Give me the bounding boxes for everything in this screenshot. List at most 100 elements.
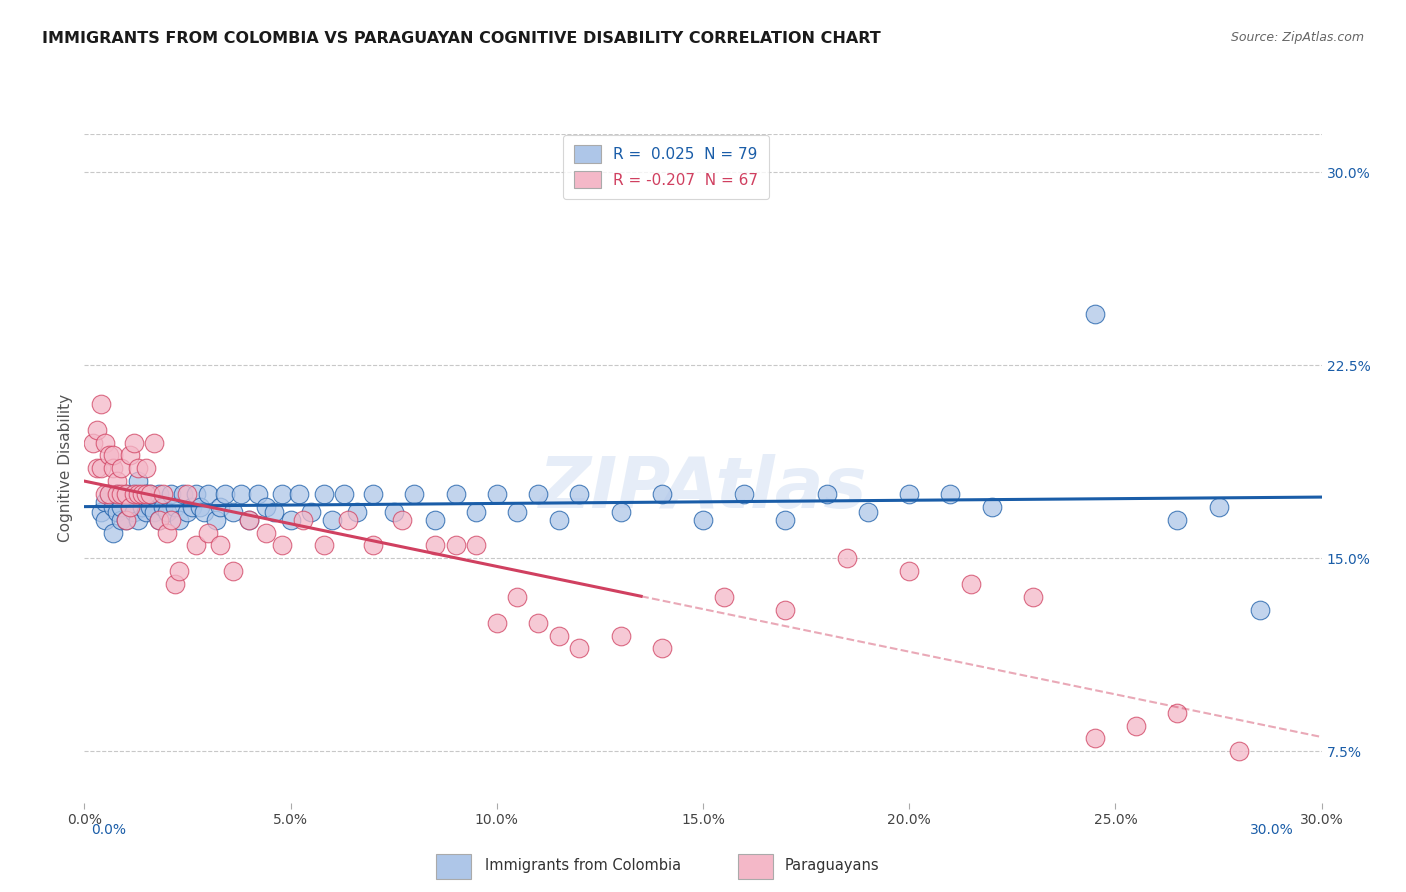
Point [361, 539, 384, 553]
Point [127, 474, 149, 488]
Point [209, 500, 232, 514]
Point [82, 435, 104, 450]
Point [733, 487, 755, 501]
Point [485, 615, 508, 630]
Point [1227, 744, 1250, 758]
Text: ZIPAtlas: ZIPAtlas [538, 454, 868, 523]
Point [1022, 590, 1045, 604]
Point [444, 539, 467, 553]
Point [110, 461, 132, 475]
Point [193, 505, 215, 519]
Point [94, 487, 117, 501]
Point [94, 495, 117, 509]
Point [167, 513, 190, 527]
Point [568, 487, 591, 501]
Point [1249, 603, 1271, 617]
Point [90, 397, 112, 411]
Point [127, 513, 149, 527]
Point [127, 461, 149, 475]
Point [1208, 500, 1230, 514]
Point [271, 539, 294, 553]
Point [321, 513, 343, 527]
Point [148, 487, 170, 501]
Point [152, 500, 174, 514]
Point [423, 513, 446, 527]
Point [114, 513, 136, 527]
Point [1125, 718, 1147, 732]
Point [263, 505, 285, 519]
Point [465, 505, 488, 519]
Point [160, 487, 183, 501]
Point [238, 513, 260, 527]
Point [160, 513, 183, 527]
Point [775, 513, 797, 527]
Point [94, 513, 117, 527]
Point [288, 487, 311, 501]
Point [180, 500, 202, 514]
Point [139, 487, 162, 501]
Point [547, 629, 569, 643]
Point [222, 564, 245, 578]
Point [815, 487, 838, 501]
Point [527, 615, 550, 630]
Point [382, 505, 405, 519]
Point [105, 474, 128, 488]
Point [98, 487, 121, 501]
Point [775, 603, 797, 617]
Point [609, 629, 631, 643]
Point [184, 487, 207, 501]
Point [122, 505, 145, 519]
Y-axis label: Cognitive Disability: Cognitive Disability [58, 394, 73, 542]
Point [1084, 731, 1107, 746]
Text: 0.0%: 0.0% [91, 822, 127, 837]
Point [506, 505, 529, 519]
Point [222, 505, 245, 519]
Point [291, 513, 314, 527]
Point [103, 449, 125, 463]
Point [229, 487, 252, 501]
Point [337, 513, 360, 527]
Point [527, 487, 550, 501]
Point [346, 505, 368, 519]
Text: Paraguayans: Paraguayans [785, 858, 879, 872]
Point [713, 590, 735, 604]
Point [568, 641, 591, 656]
Point [506, 590, 529, 604]
Point [110, 513, 132, 527]
Point [105, 487, 128, 501]
Point [86, 423, 108, 437]
Point [692, 513, 714, 527]
Point [609, 505, 631, 519]
Point [254, 525, 277, 540]
Point [103, 525, 125, 540]
Point [122, 435, 145, 450]
Point [94, 435, 117, 450]
Point [184, 539, 207, 553]
Point [98, 487, 121, 501]
Point [404, 487, 426, 501]
Point [156, 525, 179, 540]
Point [651, 641, 673, 656]
Point [110, 500, 132, 514]
Point [135, 487, 157, 501]
Point [197, 487, 219, 501]
Point [135, 505, 157, 519]
Point [90, 505, 112, 519]
Point [98, 449, 121, 463]
Point [172, 487, 194, 501]
Point [103, 461, 125, 475]
Point [152, 487, 174, 501]
Point [205, 513, 228, 527]
Point [333, 487, 356, 501]
Point [238, 513, 260, 527]
Point [361, 487, 384, 501]
Point [898, 564, 921, 578]
Point [312, 487, 335, 501]
Point [188, 500, 211, 514]
Point [898, 487, 921, 501]
Point [122, 487, 145, 501]
Point [110, 487, 132, 501]
Point [980, 500, 1002, 514]
Point [148, 513, 170, 527]
Point [103, 500, 125, 514]
